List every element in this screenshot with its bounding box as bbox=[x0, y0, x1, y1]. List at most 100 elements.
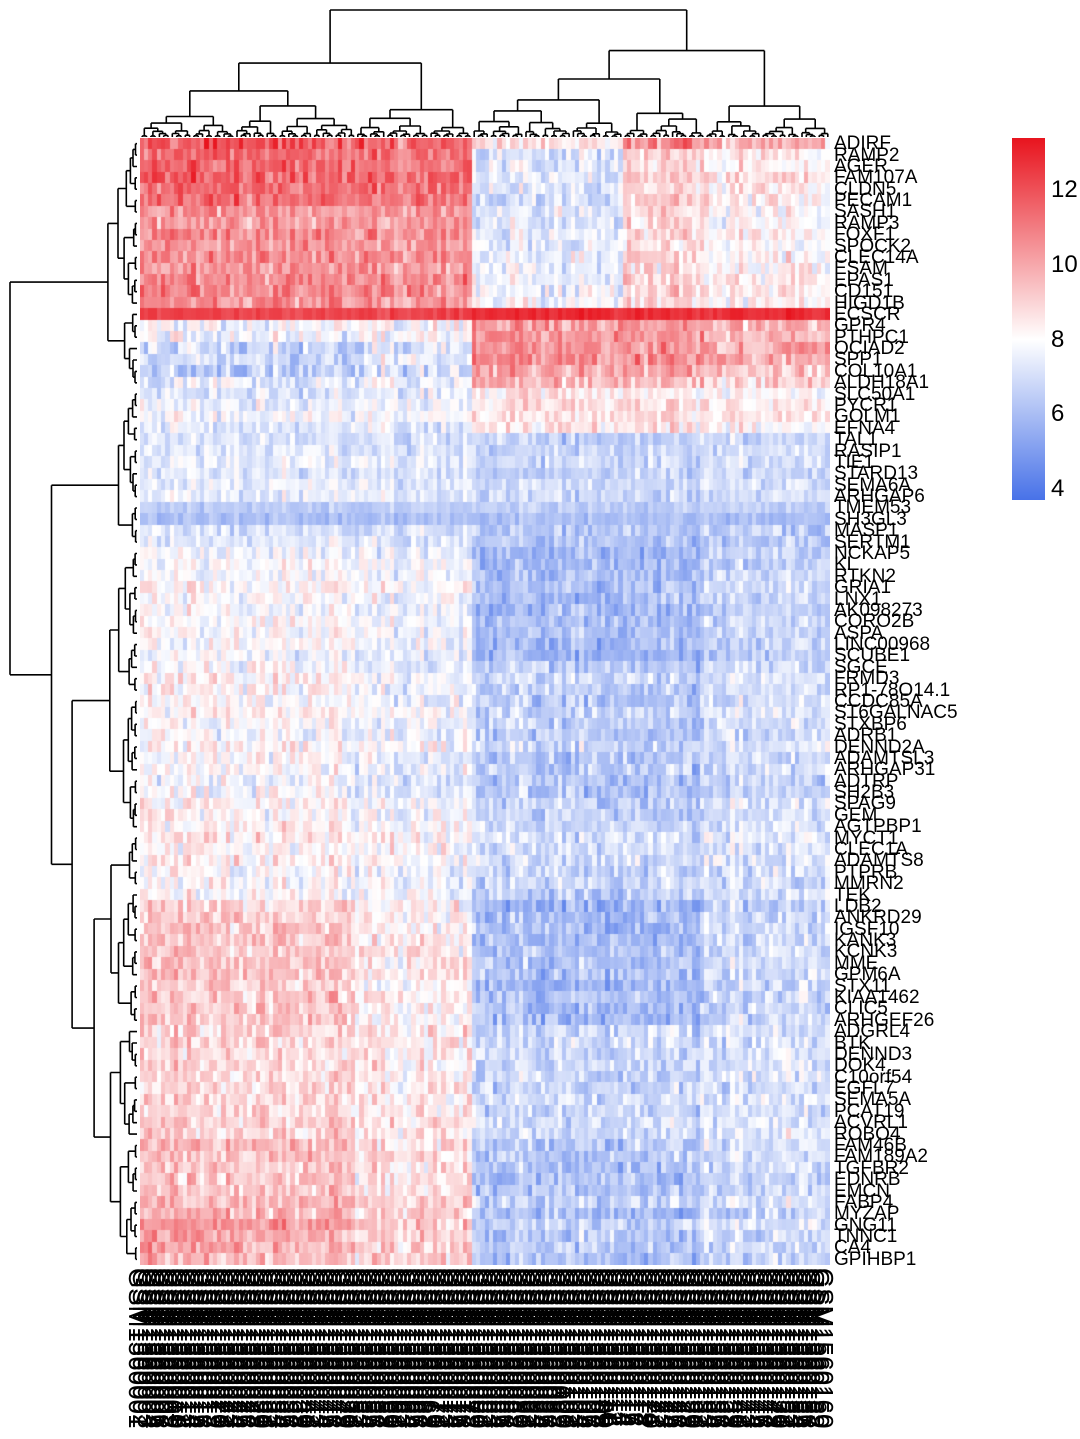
row-label: AK098273 bbox=[834, 599, 923, 621]
column-label: GSM1560125 bbox=[657, 1268, 688, 1429]
column-label: GSM1560080 bbox=[463, 1268, 494, 1429]
row-label: FAM189A2 bbox=[834, 1146, 928, 1168]
column-label: GSM1560030 bbox=[248, 1268, 279, 1429]
row-label: ARHGEF26 bbox=[834, 1009, 935, 1031]
column-label: GSM1560068 bbox=[412, 1268, 443, 1429]
column-label: GSM1560008 bbox=[153, 1268, 184, 1429]
column-label: GSM1560142 bbox=[731, 1268, 762, 1429]
row-label: MME bbox=[834, 952, 879, 974]
column-label: GSM1560143 bbox=[735, 1268, 766, 1429]
column-label: GSM1560147 bbox=[752, 1268, 783, 1429]
column-label: GSM1560136 bbox=[705, 1268, 736, 1429]
column-label: GSM1560005 bbox=[140, 1268, 171, 1429]
column-label: GSM1560090 bbox=[506, 1268, 537, 1429]
column-label: GSM1560039 bbox=[287, 1268, 318, 1429]
column-label: GSM1560148 bbox=[757, 1268, 788, 1429]
column-label: GSM1560128 bbox=[670, 1268, 701, 1429]
row-label: ARHGAP6 bbox=[834, 486, 925, 508]
legend-tick-label: 4 bbox=[1051, 474, 1065, 502]
column-label: GSM1560160 bbox=[808, 1268, 839, 1429]
column-label: GSM1560031 bbox=[252, 1268, 283, 1429]
row-label: RAMP2 bbox=[834, 144, 900, 166]
row-label: SGCE bbox=[834, 656, 888, 678]
row-label: ADTRP bbox=[834, 770, 899, 792]
column-label: GSM1560113 bbox=[606, 1268, 637, 1427]
row-label: ADAMTSL3 bbox=[834, 747, 935, 769]
row-label: STXBP6 bbox=[834, 713, 907, 735]
column-label: GSM1560067 bbox=[407, 1268, 438, 1429]
column-label: GSM1560145 bbox=[744, 1268, 775, 1429]
row-label: MYCT1 bbox=[834, 827, 899, 849]
row-label: ADIRF bbox=[834, 133, 891, 155]
column-label: GSM1560144 bbox=[739, 1268, 770, 1429]
column-label: GSM1560100 bbox=[550, 1268, 581, 1429]
row-label: SPP1 bbox=[834, 349, 883, 371]
column-label: GSM1560150 bbox=[765, 1268, 796, 1429]
column-label: GSM1560119 bbox=[632, 1268, 663, 1427]
column-label: GSM1560130 bbox=[679, 1268, 710, 1429]
row-label: TGFBR2 bbox=[834, 1157, 909, 1179]
column-label: GSM1560111 bbox=[597, 1268, 628, 1425]
column-label: GSM1560088 bbox=[498, 1268, 529, 1429]
column-dendrogram-path bbox=[141, 9, 829, 137]
row-label: MMRN2 bbox=[834, 873, 904, 895]
column-label: GSM1560017 bbox=[192, 1268, 223, 1429]
row-label: LNX1 bbox=[834, 588, 882, 610]
row-label: MYZAP bbox=[834, 1203, 900, 1225]
column-label: GSM1560029 bbox=[243, 1268, 274, 1429]
column-label: GSM1560117 bbox=[623, 1268, 654, 1427]
row-label: ASPA bbox=[834, 622, 884, 644]
column-label: GSM1560072 bbox=[429, 1268, 460, 1429]
column-label: GSM1560040 bbox=[291, 1268, 322, 1429]
column-label: GSM1560022 bbox=[213, 1268, 244, 1429]
row-label: LDB2 bbox=[834, 895, 882, 917]
row-label: CLDN5 bbox=[834, 178, 897, 200]
row-label: GEM bbox=[834, 804, 878, 826]
column-label: GSM1560110 bbox=[593, 1268, 624, 1427]
column-label: GSM1560076 bbox=[446, 1268, 477, 1429]
row-label: RTKN2 bbox=[834, 565, 896, 587]
column-label: GSM1560095 bbox=[528, 1268, 559, 1429]
column-label: GSM1560012 bbox=[170, 1268, 201, 1429]
column-label: GSM1560115 bbox=[614, 1268, 645, 1427]
heatmap-grid bbox=[140, 138, 830, 1265]
row-label: ALDH18A1 bbox=[834, 372, 930, 394]
column-label: GSM1560132 bbox=[688, 1268, 719, 1429]
row-label: CA4 bbox=[834, 1237, 871, 1259]
column-label: GSM1560033 bbox=[261, 1268, 292, 1429]
column-label: GSM1560074 bbox=[437, 1268, 468, 1429]
row-label: STARD13 bbox=[834, 463, 919, 485]
column-label: GSM1560027 bbox=[235, 1268, 266, 1429]
column-label: GSM1560089 bbox=[502, 1268, 533, 1429]
column-label: GSM1560096 bbox=[532, 1268, 563, 1429]
column-label: GSM1560102 bbox=[558, 1268, 589, 1429]
column-label: GSM1560157 bbox=[795, 1268, 826, 1429]
column-label: GSM1560043 bbox=[304, 1268, 335, 1429]
column-label: GSM1560081 bbox=[468, 1268, 499, 1429]
row-label: RASIP1 bbox=[834, 440, 902, 462]
column-label: GSM1560149 bbox=[761, 1268, 792, 1429]
column-label: GSM1560139 bbox=[718, 1268, 749, 1429]
column-label: GSM1560108 bbox=[584, 1268, 615, 1429]
column-label: GSM1560064 bbox=[394, 1268, 425, 1429]
row-label: CLIC5 bbox=[834, 998, 888, 1020]
column-label: GSM1560105 bbox=[571, 1268, 602, 1429]
row-label: SPAG9 bbox=[834, 793, 896, 815]
row-label: RP1-78O14.1 bbox=[834, 679, 951, 701]
column-label: GSM1560116 bbox=[619, 1268, 650, 1427]
column-label: GSM1560120 bbox=[636, 1268, 667, 1429]
column-label: GSM1560041 bbox=[295, 1268, 326, 1429]
column-label: GSM1560087 bbox=[494, 1268, 525, 1429]
column-label: GSM1560015 bbox=[183, 1268, 214, 1429]
column-label: GSM1560037 bbox=[278, 1268, 309, 1429]
row-label: EPAS1 bbox=[834, 269, 894, 291]
column-label: GSM1560056 bbox=[360, 1268, 391, 1429]
row-label: CORO2B bbox=[834, 611, 915, 633]
row-label: KANK3 bbox=[834, 930, 897, 952]
column-label: GSM1560109 bbox=[588, 1268, 619, 1429]
row-label: SEMA6A bbox=[834, 474, 912, 496]
column-label: GSM1560026 bbox=[230, 1268, 261, 1429]
column-label: GSM1560137 bbox=[709, 1268, 740, 1429]
column-label: GSM1560107 bbox=[580, 1268, 611, 1429]
row-label: BTK bbox=[834, 1032, 871, 1054]
